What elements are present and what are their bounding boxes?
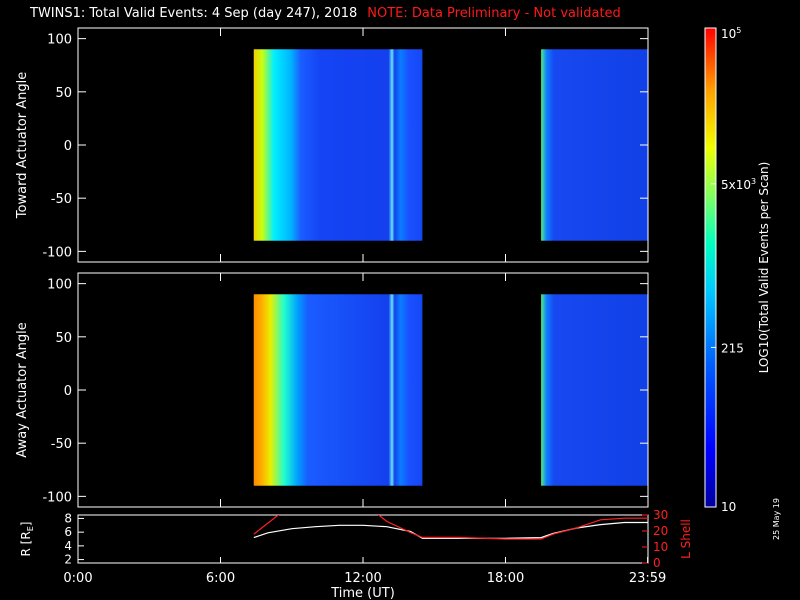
x-tick-label: 12:00 bbox=[344, 571, 381, 586]
x-tick-label: 23:59 bbox=[629, 571, 666, 586]
x-tick-label: 18:00 bbox=[487, 571, 524, 586]
y2-tick-label: 10 bbox=[653, 540, 668, 554]
y-tick-label: 4 bbox=[64, 539, 72, 553]
toward-angle-panel: 100 50 0 -50 -100 Toward Actuator Angle bbox=[15, 27, 649, 263]
colorbar-tick-base: 10 bbox=[721, 27, 736, 41]
colorbar-tick-exponent: 3 bbox=[751, 177, 756, 186]
y-tick-label: 0 bbox=[64, 139, 72, 154]
colorbar-tick-label: 105 bbox=[721, 26, 741, 41]
y-tick-label: 6 bbox=[64, 525, 72, 539]
x-tick-label: 6:00 bbox=[206, 571, 235, 586]
colorbar-gradient bbox=[704, 27, 717, 508]
colorbar-tick-base: 5x10 bbox=[721, 178, 751, 192]
preliminary-warning: NOTE: Data Preliminary - Not validated bbox=[367, 6, 621, 21]
data-block bbox=[541, 294, 648, 486]
y2-tick-label: 0 bbox=[653, 556, 661, 570]
y-tick-label: -100 bbox=[42, 490, 72, 505]
y2-tick-label: 30 bbox=[653, 508, 668, 522]
data-block bbox=[253, 49, 423, 241]
y-tick-label: 100 bbox=[47, 33, 72, 48]
y-tick-label: 100 bbox=[47, 278, 72, 293]
away-angle-panel: 100 50 0 -50 -100 Away Actuator Angle bbox=[15, 272, 649, 508]
y-axis-label: Away Actuator Angle bbox=[15, 322, 30, 457]
y-label-end: ] bbox=[19, 522, 33, 527]
radius-line bbox=[253, 521, 648, 539]
chart-title: TWINS1: Total Valid Events: 4 Sep (day 2… bbox=[30, 6, 621, 21]
title-text: TWINS1: Total Valid Events: 4 Sep (day 2… bbox=[30, 6, 358, 21]
y-tick-label: 50 bbox=[55, 331, 72, 346]
y-tick-label: -100 bbox=[42, 245, 72, 260]
colorbar-tick-label: 5x103 bbox=[721, 177, 756, 192]
x-axis-label: Time (UT) bbox=[330, 586, 395, 600]
x-tick-label: 0:00 bbox=[63, 571, 92, 586]
y-label-main: R [R bbox=[19, 531, 33, 556]
colorbar-tick-label: 215 bbox=[721, 341, 744, 355]
y-label-subscript: E bbox=[26, 526, 35, 531]
plot-frame bbox=[77, 514, 649, 564]
data-block bbox=[541, 49, 648, 241]
y-axis-label: R [RE] bbox=[19, 522, 35, 557]
y-tick-label: -50 bbox=[51, 437, 72, 452]
lshell-line bbox=[253, 515, 648, 540]
y-tick-label: 0 bbox=[64, 384, 72, 399]
colorbar-tick-exponent: 5 bbox=[736, 26, 741, 35]
y-tick-label: 50 bbox=[55, 86, 72, 101]
colorbar-tick-label: 10 bbox=[721, 500, 736, 514]
y2-axis-label: L Shell bbox=[679, 519, 693, 559]
y2-tick-label: 20 bbox=[653, 524, 668, 538]
data-block bbox=[253, 294, 423, 486]
y-tick-label: -50 bbox=[51, 192, 72, 207]
y-axis-label: Toward Actuator Angle bbox=[15, 72, 30, 219]
y-tick-label: 8 bbox=[64, 511, 72, 525]
y-tick-label: 2 bbox=[64, 553, 72, 567]
colorbar-label: LOG10(Total Valid Events per Scan) bbox=[757, 162, 771, 374]
